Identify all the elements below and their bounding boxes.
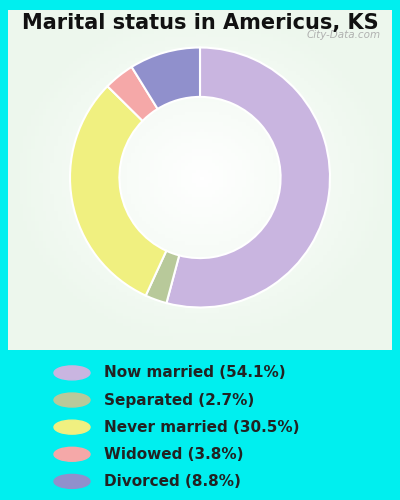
Text: Divorced (8.8%): Divorced (8.8%) <box>104 474 241 489</box>
Wedge shape <box>108 67 158 121</box>
Circle shape <box>54 366 90 380</box>
Text: Never married (30.5%): Never married (30.5%) <box>104 420 300 434</box>
Text: City-Data.com: City-Data.com <box>306 30 380 40</box>
Circle shape <box>54 474 90 488</box>
Text: Widowed (3.8%): Widowed (3.8%) <box>104 447 244 462</box>
Text: Marital status in Americus, KS: Marital status in Americus, KS <box>22 12 378 32</box>
Text: Now married (54.1%): Now married (54.1%) <box>104 366 286 380</box>
Circle shape <box>54 393 90 407</box>
Wedge shape <box>166 48 330 308</box>
Circle shape <box>54 448 90 461</box>
Wedge shape <box>132 48 200 109</box>
Circle shape <box>54 420 90 434</box>
Wedge shape <box>146 250 179 303</box>
Wedge shape <box>70 86 166 296</box>
Text: Separated (2.7%): Separated (2.7%) <box>104 392 254 407</box>
